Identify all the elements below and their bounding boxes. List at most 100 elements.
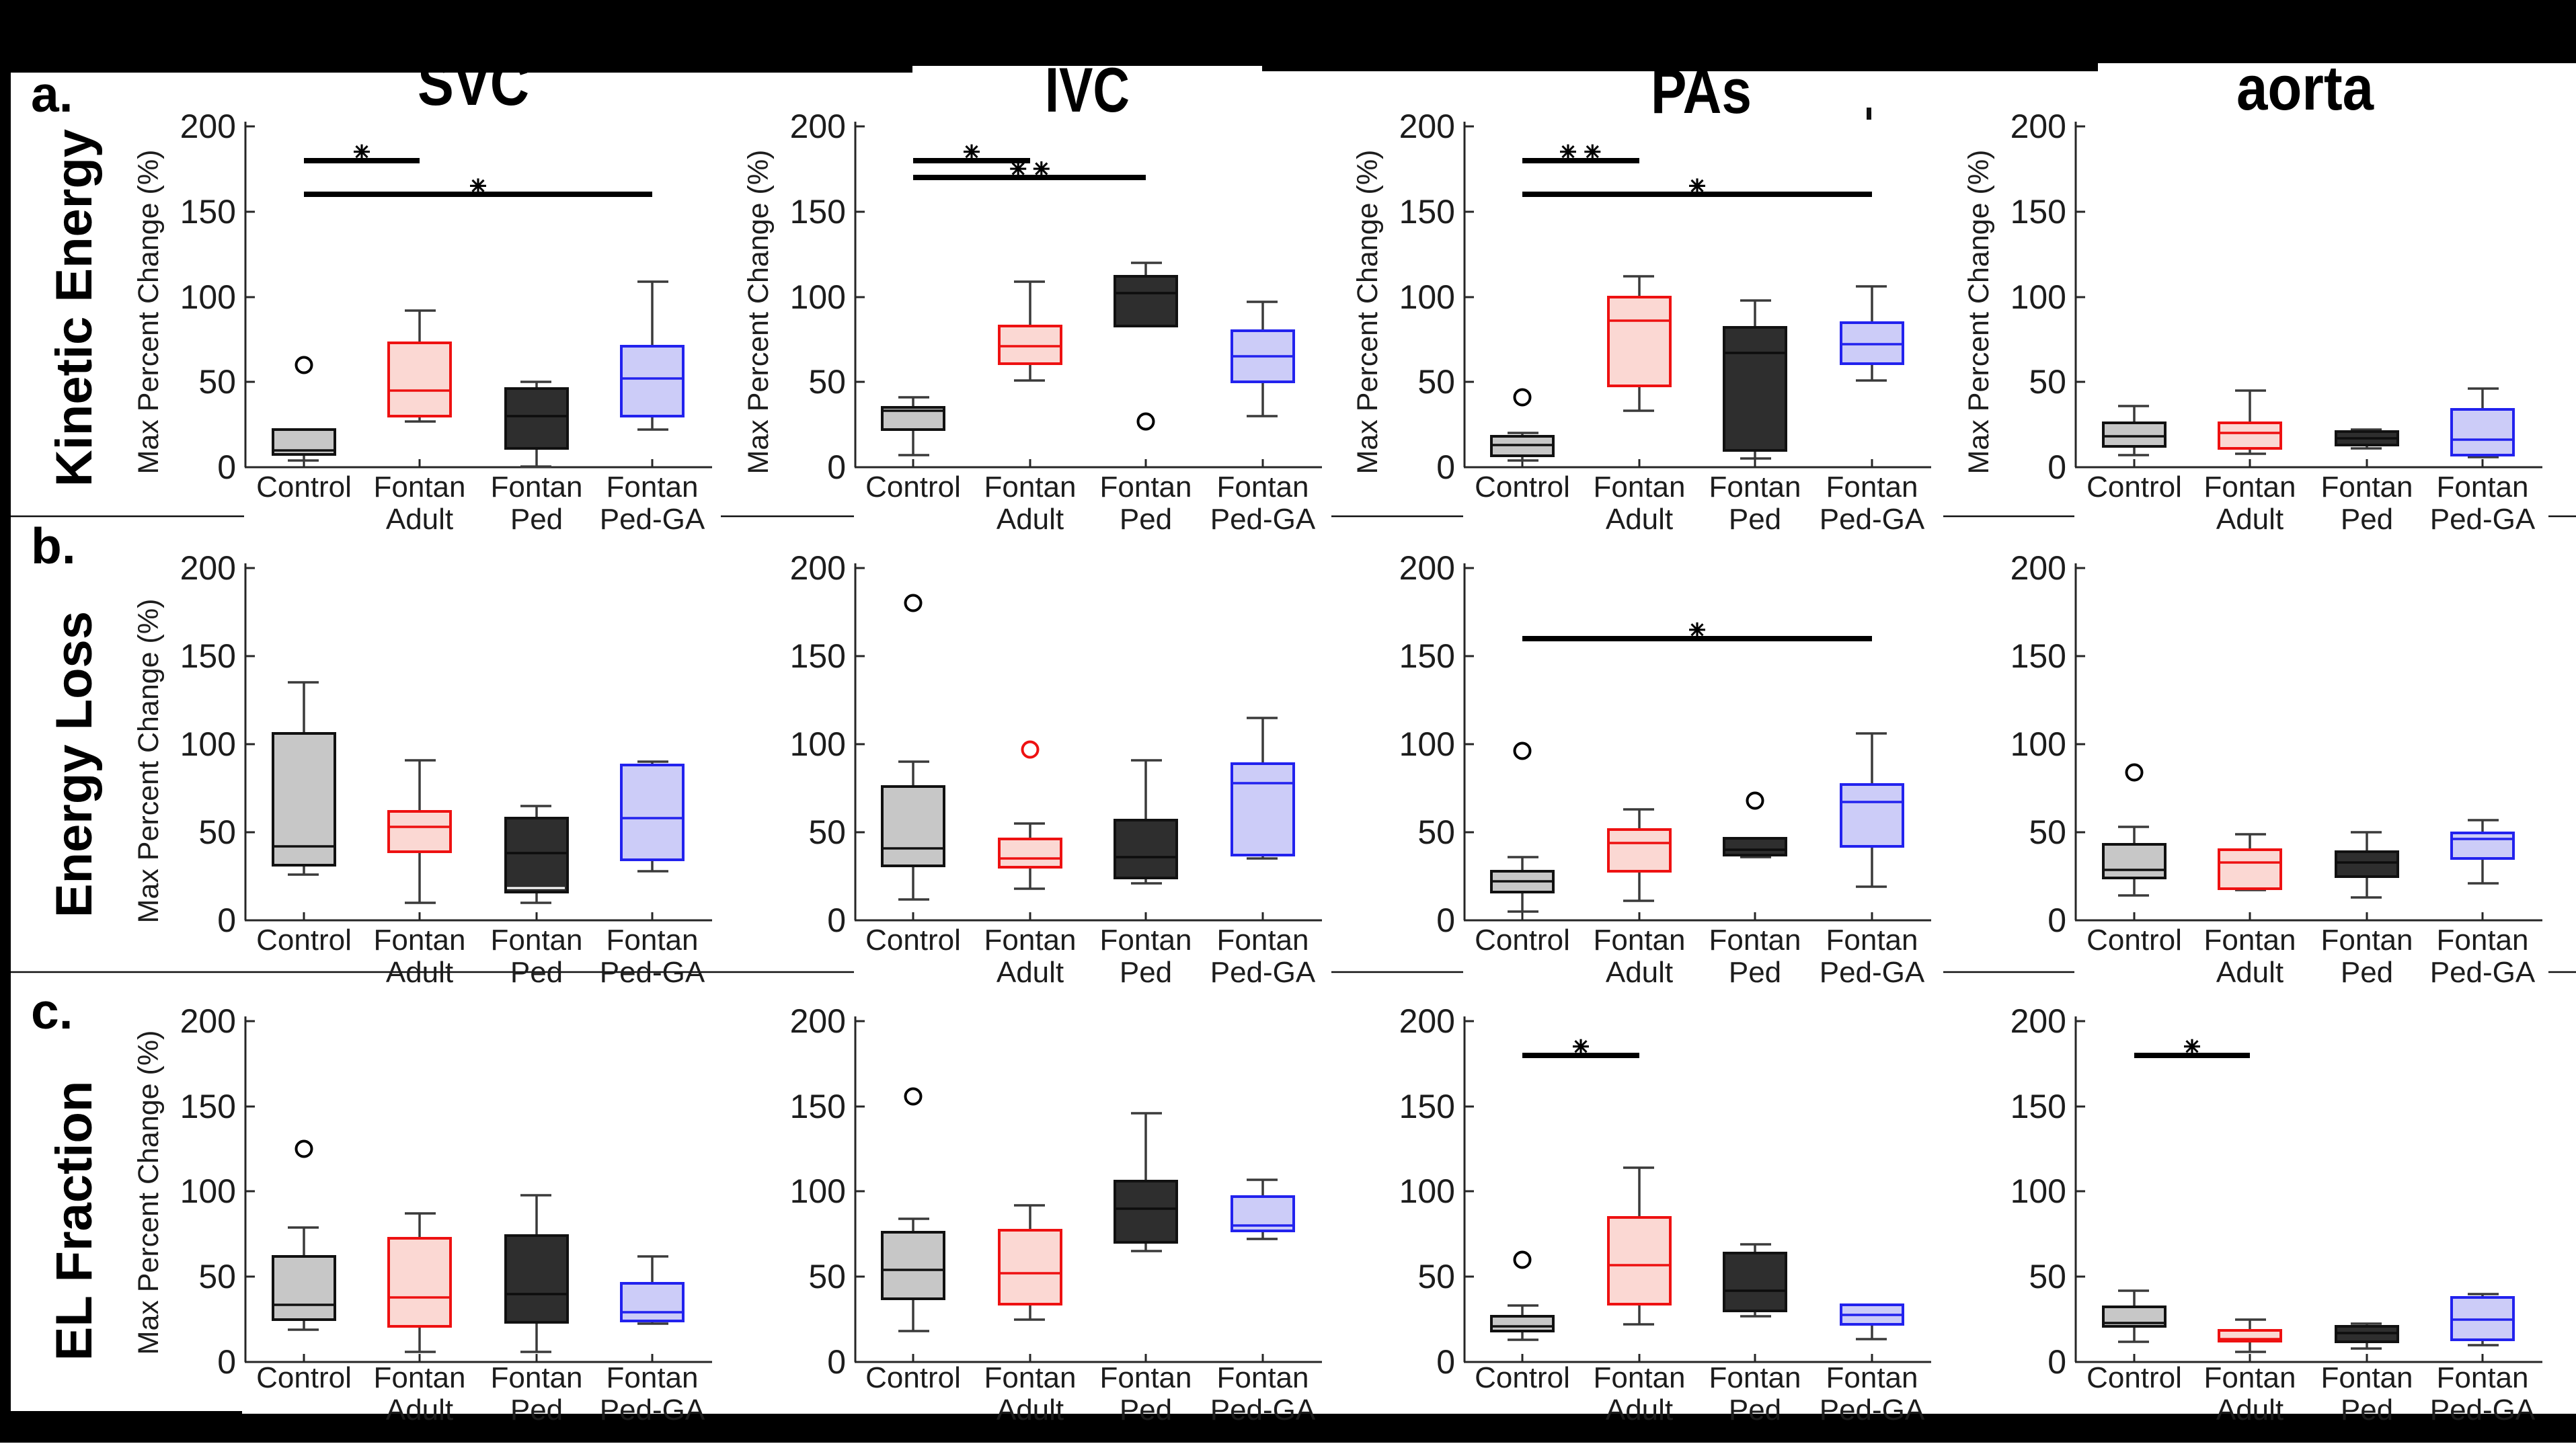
svg-text:Max Percent Change (%): Max Percent Change (%): [132, 150, 165, 475]
svg-text:200: 200: [2011, 1002, 2066, 1040]
svg-text:0: 0: [2047, 901, 2066, 939]
svg-text:50: 50: [808, 363, 846, 401]
svg-text:Ped-GA: Ped-GA: [2430, 956, 2536, 989]
svg-text:200: 200: [1399, 549, 1455, 587]
svg-text:Fontan: Fontan: [374, 924, 466, 957]
svg-text:Fontan: Fontan: [984, 1361, 1077, 1394]
svg-text:100: 100: [790, 278, 846, 316]
svg-text:150: 150: [180, 193, 236, 231]
svg-text:Fontan: Fontan: [2321, 471, 2413, 504]
svg-text:50: 50: [1417, 1258, 1455, 1295]
svg-text:150: 150: [2011, 637, 2066, 675]
svg-text:150: 150: [2011, 193, 2066, 231]
svg-text:Fontan: Fontan: [1709, 924, 1801, 957]
svg-text:Ped: Ped: [1729, 503, 1781, 536]
svg-text:50: 50: [2029, 363, 2066, 401]
svg-text:100: 100: [1399, 725, 1455, 763]
svg-text:Fontan: Fontan: [984, 924, 1077, 957]
svg-text:Control: Control: [1475, 1361, 1570, 1394]
svg-text:Control: Control: [256, 1361, 352, 1394]
svg-text:200: 200: [180, 549, 236, 587]
svg-text:Fontan: Fontan: [2204, 924, 2296, 957]
svg-text:Adult: Adult: [2216, 1394, 2284, 1427]
svg-text:50: 50: [1417, 813, 1455, 851]
svg-text:Fontan: Fontan: [1594, 1361, 1686, 1394]
svg-text:Adult: Adult: [997, 503, 1064, 536]
svg-text:200: 200: [180, 108, 236, 145]
svg-text:Energy Loss: Energy Loss: [46, 611, 103, 918]
svg-text:Fontan: Fontan: [607, 1361, 699, 1394]
svg-text:0: 0: [217, 448, 236, 486]
svg-text:Ped: Ped: [1729, 1394, 1781, 1427]
svg-text:Fontan: Fontan: [984, 471, 1077, 504]
svg-text:Fontan: Fontan: [1217, 1361, 1309, 1394]
svg-text:Max Percent Change (%): Max Percent Change (%): [132, 1031, 165, 1355]
svg-text:Control: Control: [865, 924, 961, 957]
svg-text:Control: Control: [2086, 924, 2182, 957]
svg-text:Control: Control: [2086, 471, 2182, 504]
svg-text:Ped-GA: Ped-GA: [2430, 1394, 2536, 1427]
svg-text:100: 100: [180, 278, 236, 316]
svg-text:EL Fraction: EL Fraction: [46, 1081, 103, 1361]
svg-text:0: 0: [217, 901, 236, 939]
svg-text:Ped: Ped: [1120, 503, 1172, 536]
svg-text:Fontan: Fontan: [491, 1361, 583, 1394]
svg-text:Ped-GA: Ped-GA: [1820, 1394, 1925, 1427]
svg-text:50: 50: [198, 363, 236, 401]
svg-text:Ped-GA: Ped-GA: [1210, 956, 1316, 989]
svg-text:Fontan: Fontan: [1594, 924, 1686, 957]
svg-text:Adult: Adult: [2216, 503, 2284, 536]
svg-text:100: 100: [180, 1172, 236, 1210]
svg-text:Ped-GA: Ped-GA: [1820, 503, 1925, 536]
svg-text:Ped-GA: Ped-GA: [600, 503, 705, 536]
svg-text:100: 100: [2011, 1172, 2066, 1210]
svg-text:200: 200: [1399, 1002, 1455, 1040]
svg-text:Adult: Adult: [386, 503, 453, 536]
svg-text:150: 150: [790, 637, 846, 675]
svg-text:Adult: Adult: [1606, 956, 1673, 989]
svg-text:Ped: Ped: [2341, 1394, 2393, 1427]
svg-text:Fontan: Fontan: [1100, 924, 1192, 957]
svg-text:Control: Control: [865, 1361, 961, 1394]
svg-text:200: 200: [790, 108, 846, 145]
svg-text:100: 100: [1399, 1172, 1455, 1210]
svg-text:150: 150: [790, 1088, 846, 1125]
svg-text:Control: Control: [256, 924, 352, 957]
svg-text:0: 0: [2047, 1343, 2066, 1381]
svg-text:b.: b.: [31, 518, 76, 574]
svg-text:Ped-GA: Ped-GA: [1820, 956, 1925, 989]
svg-text:Fontan: Fontan: [2204, 471, 2296, 504]
svg-text:IVC: IVC: [1045, 54, 1130, 125]
svg-text:Max Percent Change (%): Max Percent Change (%): [742, 150, 775, 475]
svg-text:Adult: Adult: [386, 1394, 453, 1427]
svg-text:Ped-GA: Ped-GA: [2430, 503, 2536, 536]
svg-text:Ped: Ped: [510, 956, 563, 989]
svg-text:Ped: Ped: [510, 1394, 563, 1427]
svg-text:Adult: Adult: [1606, 1394, 1673, 1427]
svg-text:Max Percent Change (%): Max Percent Change (%): [132, 599, 165, 924]
svg-text:0: 0: [2047, 448, 2066, 486]
svg-text:50: 50: [2029, 1258, 2066, 1295]
svg-text:200: 200: [790, 549, 846, 587]
svg-text:100: 100: [2011, 725, 2066, 763]
svg-text:Ped: Ped: [1120, 1394, 1172, 1427]
svg-text:Fontan: Fontan: [1594, 471, 1686, 504]
svg-text:Ped: Ped: [2341, 503, 2393, 536]
svg-text:Control: Control: [2086, 1361, 2182, 1394]
svg-text:150: 150: [790, 193, 846, 231]
svg-text:0: 0: [1436, 1343, 1455, 1381]
svg-text:200: 200: [180, 1002, 236, 1040]
svg-text:100: 100: [790, 1172, 846, 1210]
svg-text:Fontan: Fontan: [1217, 471, 1309, 504]
svg-text:Fontan: Fontan: [374, 471, 466, 504]
svg-text:Fontan: Fontan: [1709, 471, 1801, 504]
svg-text:Fontan: Fontan: [491, 471, 583, 504]
svg-text:200: 200: [790, 1002, 846, 1040]
svg-text:Ped-GA: Ped-GA: [1210, 503, 1316, 536]
svg-text:Adult: Adult: [997, 1394, 1064, 1427]
svg-text:Ped: Ped: [1729, 956, 1781, 989]
svg-text:50: 50: [198, 813, 236, 851]
svg-text:Fontan: Fontan: [2437, 471, 2529, 504]
svg-text:Fontan: Fontan: [2437, 924, 2529, 957]
svg-text:0: 0: [827, 901, 846, 939]
